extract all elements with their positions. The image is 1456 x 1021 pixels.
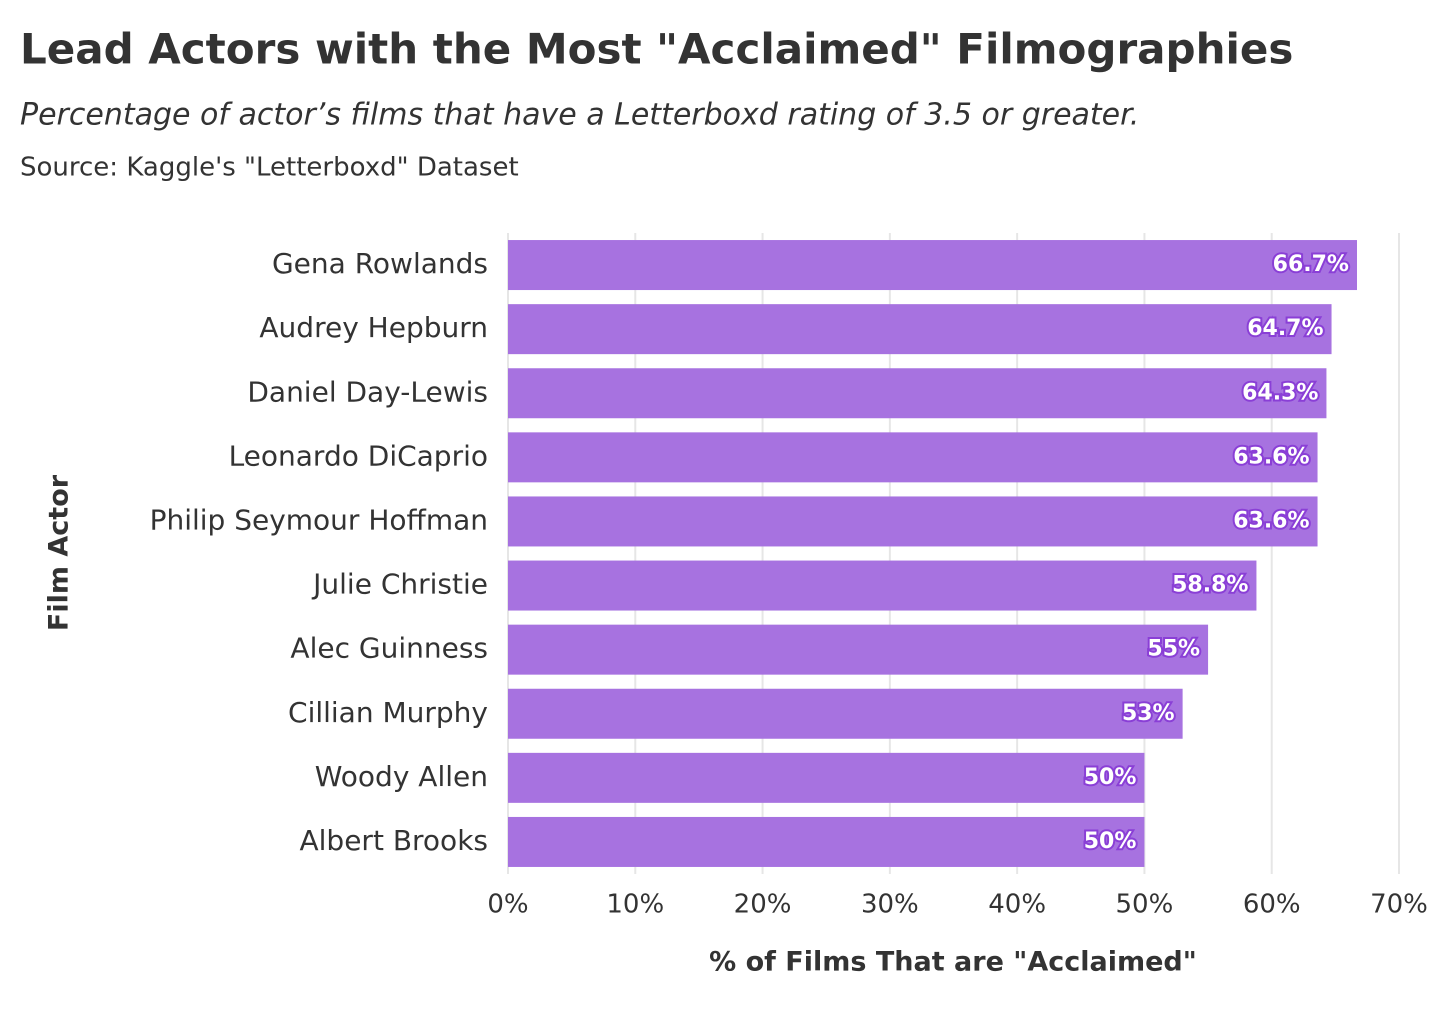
x-tick-label: 40% bbox=[988, 890, 1046, 920]
y-tick-label: Leonardo DiCaprio bbox=[229, 439, 488, 472]
y-tick-label: Gena Rowlands bbox=[272, 247, 488, 280]
x-axis-title: % of Films That are "Acclaimed" bbox=[709, 947, 1197, 978]
bar bbox=[508, 624, 1209, 675]
value-label: 50% bbox=[1084, 829, 1137, 854]
bar bbox=[508, 816, 1145, 867]
chart-title: Lead Actors with the Most "Acclaimed" Fi… bbox=[20, 25, 1293, 74]
bar bbox=[508, 752, 1145, 803]
value-label: 55% bbox=[1147, 637, 1200, 662]
value-label: 50% bbox=[1084, 765, 1137, 790]
bar bbox=[508, 304, 1332, 355]
y-axis-title: Film Actor bbox=[44, 474, 75, 631]
y-tick-label: Albert Brooks bbox=[300, 824, 489, 857]
bar bbox=[508, 560, 1257, 611]
value-label: 64.3% bbox=[1242, 380, 1318, 405]
x-tick-label: 50% bbox=[1116, 890, 1174, 920]
chart-subtitle: Percentage of actor’s films that have a … bbox=[20, 98, 1139, 133]
value-label: 63.6% bbox=[1233, 508, 1309, 533]
bar bbox=[508, 688, 1183, 739]
y-tick-label: Daniel Day-Lewis bbox=[247, 375, 488, 408]
bar bbox=[508, 432, 1318, 483]
y-tick-label: Julie Christie bbox=[311, 568, 488, 601]
bar bbox=[508, 240, 1357, 291]
value-label: 63.6% bbox=[1233, 444, 1309, 469]
x-tick-label: 60% bbox=[1243, 890, 1301, 920]
value-label: 66.7% bbox=[1273, 252, 1349, 277]
y-tick-label: Alec Guinness bbox=[290, 632, 488, 665]
bar bbox=[508, 368, 1327, 419]
x-tick-label: 70% bbox=[1370, 890, 1428, 920]
x-tick-label: 10% bbox=[606, 890, 664, 920]
value-label: 58.8% bbox=[1172, 573, 1248, 598]
y-tick-label: Philip Seymour Hoffman bbox=[150, 503, 488, 536]
y-tick-label: Woody Allen bbox=[315, 760, 488, 793]
value-label: 64.7% bbox=[1247, 316, 1323, 341]
y-tick-label: Cillian Murphy bbox=[288, 696, 488, 729]
y-tick-label: Audrey Hepburn bbox=[259, 311, 488, 344]
x-tick-label: 0% bbox=[487, 890, 528, 920]
x-tick-label: 20% bbox=[734, 890, 792, 920]
chart-source: Source: Kaggle's "Letterboxd" Dataset bbox=[20, 153, 519, 183]
value-label: 53% bbox=[1122, 701, 1175, 726]
x-tick-label: 30% bbox=[861, 890, 919, 920]
bar bbox=[508, 496, 1318, 547]
